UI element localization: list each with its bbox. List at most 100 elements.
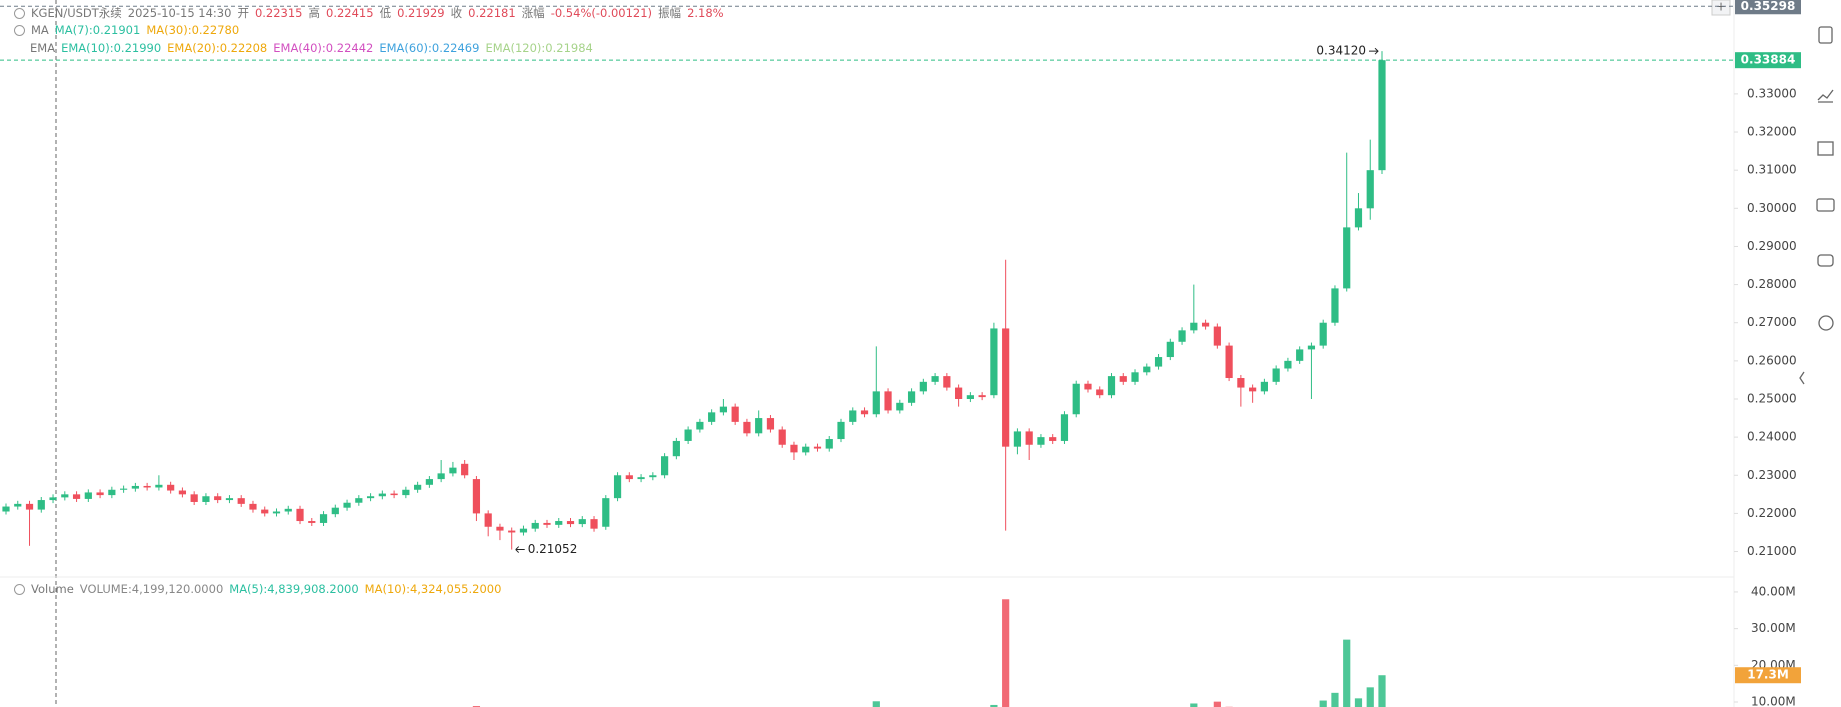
volume-bar [1354, 698, 1363, 707]
candle-body [61, 494, 69, 498]
candle-body [414, 484, 422, 490]
tool-price[interactable] [1818, 26, 1833, 44]
candle-body [1213, 326, 1221, 346]
y-tick-label: 0.32000 [1747, 125, 1797, 139]
indicator-value: EMA(10):0.21990 [61, 41, 162, 55]
indicator-value: EMA(60):0.22469 [379, 41, 480, 55]
y-tick-label: 0.28000 [1747, 277, 1797, 291]
candle-body [461, 463, 469, 476]
volume-bar [1190, 703, 1198, 707]
candle-body [543, 522, 551, 525]
price-box [1735, 52, 1801, 69]
candle-body [978, 395, 986, 398]
tool-indicator[interactable] [1817, 141, 1834, 156]
candle-body [837, 421, 845, 440]
price-box-label: 0.35298 [1741, 0, 1796, 13]
add-icon[interactable]: + [1716, 0, 1726, 14]
candle-body [484, 513, 492, 527]
candle-body [1025, 431, 1033, 445]
candle-body [1154, 357, 1163, 367]
candle-body [508, 530, 516, 533]
candle-body [378, 493, 386, 497]
indicator-name: MA [31, 23, 49, 37]
collapse-icon[interactable] [14, 24, 25, 36]
candle-body [755, 418, 763, 434]
price-box-label: 0.33884 [1741, 53, 1796, 67]
candle-body [990, 328, 998, 396]
collapse-icon[interactable] [14, 583, 25, 595]
field-label: 收 [450, 6, 463, 20]
add-button[interactable] [1711, 0, 1731, 16]
candle-body [519, 528, 528, 533]
max-arrow [1369, 47, 1379, 55]
tool-draw[interactable] [1817, 89, 1834, 103]
legend-row: KGEN/USDT永续 2025-10-15 14:30 开 0.22315 高 0.22… [14, 5, 724, 21]
candle-body [684, 429, 692, 441]
field-value: 0.22181 [468, 6, 516, 20]
candle-body [496, 526, 504, 531]
collapse-icon[interactable] [14, 7, 25, 19]
collapse-arrow[interactable] [1799, 371, 1805, 385]
candle-body [555, 521, 563, 525]
min-label: 0.21052 [528, 542, 578, 556]
candle-body [1260, 381, 1268, 392]
y-tick-label: 0.24000 [1747, 430, 1797, 444]
candle-body [1296, 349, 1304, 361]
tool-swap[interactable] [1818, 315, 1834, 331]
candle-body [131, 485, 139, 489]
candle-body [590, 519, 598, 529]
candle-body [708, 412, 716, 422]
volume-bar [1331, 692, 1339, 707]
volume-bar [1002, 599, 1010, 707]
candle-body [249, 503, 257, 510]
tool-template[interactable] [1816, 198, 1835, 212]
candle-body [1190, 322, 1198, 331]
indicator-value: EMA(20):0.22208 [167, 41, 268, 55]
volume-legend-row: Volume VOLUME:4,199,120.0000 MA(5):4,839,9… [14, 582, 501, 596]
indicator-value: EMA(120):0.21984 [485, 41, 593, 55]
candle-body [625, 475, 633, 480]
field-value: 0.22415 [326, 6, 374, 20]
candle-body [578, 519, 586, 525]
candle-body [907, 391, 916, 403]
candle-body [531, 522, 539, 529]
max-label: 0.34120 [1316, 44, 1366, 58]
candle-body [1284, 360, 1292, 369]
candle-body [96, 492, 104, 496]
candle-body [1366, 170, 1374, 209]
candle-body [660, 456, 669, 476]
candle-body [672, 440, 680, 457]
candle-body [214, 496, 222, 501]
candle-body [402, 489, 410, 496]
candle-body [1225, 345, 1233, 379]
volume-value: MA(5):4,839,908.2000 [229, 582, 359, 596]
candle-body [802, 446, 810, 453]
candle-body [1166, 341, 1174, 358]
indicator-name: EMA [30, 41, 56, 55]
candle-body [167, 484, 175, 491]
y-tick-label: 0.31000 [1747, 163, 1797, 177]
volume-bar [1343, 639, 1351, 707]
candle-body [472, 479, 481, 514]
candle-body [296, 508, 304, 522]
tool-robot[interactable] [1817, 254, 1834, 267]
price-box [1735, 667, 1801, 684]
candle-body [1096, 389, 1104, 396]
candle-body [849, 410, 857, 422]
field-value: 2.18% [687, 6, 724, 20]
min-arrow [515, 546, 525, 553]
candle-body [1378, 60, 1386, 171]
candle-body [731, 406, 739, 422]
y-tick-label: 0.26000 [1747, 353, 1797, 367]
volume-bar [1366, 687, 1374, 707]
field-label: 低 [379, 6, 392, 20]
volume-value: MA(10):4,324,055.2000 [364, 582, 502, 596]
candle-body [813, 446, 822, 449]
candle-body [72, 494, 81, 499]
indicator-row: EMA EMA(10):0.21990 EMA(20):0.22208 EMA(40)… [30, 41, 593, 55]
candle-body [143, 485, 151, 488]
price-box [1735, 0, 1801, 15]
candle-body [1354, 208, 1363, 228]
